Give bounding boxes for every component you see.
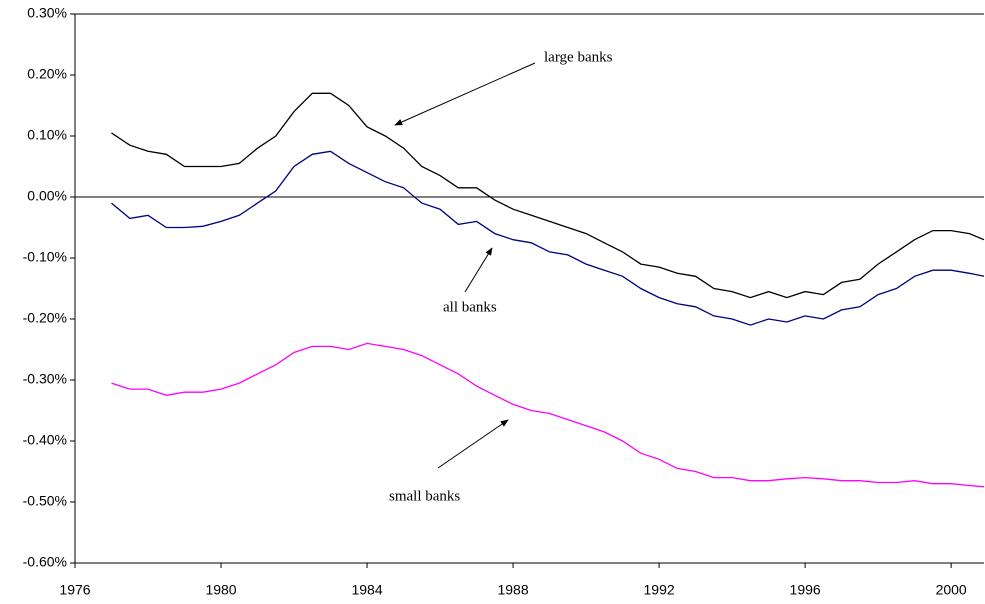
y-tick-label: -0.60%	[23, 554, 67, 570]
y-tick-label: -0.30%	[23, 371, 67, 387]
y-tick-label: 0.10%	[27, 127, 67, 143]
x-tick-label: 1992	[644, 582, 675, 598]
annotation: large banks	[544, 49, 613, 65]
x-tick-label: 1980	[205, 582, 236, 598]
y-tick-label: 0.00%	[27, 188, 67, 204]
y-tick-label: -0.10%	[23, 249, 67, 265]
series-line	[111, 92, 985, 299]
x-tick-label: 1984	[351, 582, 382, 598]
arrow	[394, 62, 536, 126]
y-tick-label: -0.50%	[23, 493, 67, 509]
x-tick-label: 2000	[936, 582, 967, 598]
x-tick-label: 1976	[59, 582, 90, 598]
series-line	[111, 342, 985, 488]
series-line	[111, 150, 985, 326]
annotation: all banks	[443, 299, 497, 315]
x-tick-label: 1996	[790, 582, 821, 598]
arrow	[464, 247, 493, 293]
y-tick-label: 0.30%	[27, 5, 67, 21]
y-tick-label: -0.40%	[23, 432, 67, 448]
x-tick-label: 1988	[497, 582, 528, 598]
annotation: small banks	[389, 488, 460, 504]
arrow	[437, 419, 509, 469]
y-tick-label: -0.20%	[23, 310, 67, 326]
y-tick-label: 0.20%	[27, 66, 67, 82]
